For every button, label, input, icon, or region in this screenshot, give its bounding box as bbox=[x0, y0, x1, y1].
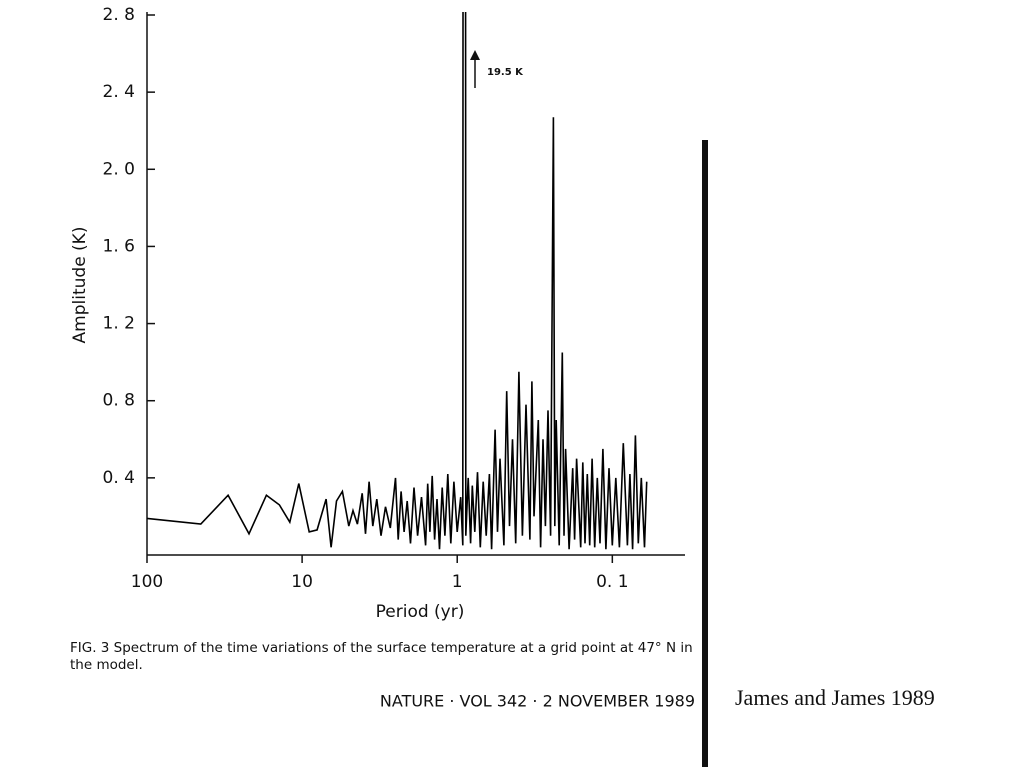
source-note: James and James 1989 bbox=[735, 685, 935, 710]
scan-edge bbox=[702, 140, 708, 767]
y-tick-label: 0. 4 bbox=[103, 468, 135, 488]
annotation: 19.5 K bbox=[487, 67, 524, 78]
x-axis-label: Period (yr) bbox=[376, 602, 465, 622]
x-tick-label: 100 bbox=[131, 572, 163, 592]
y-tick-label: 2. 0 bbox=[103, 159, 135, 179]
caption: FIG. 3 Spectrum of the time variations o… bbox=[70, 640, 693, 673]
x-tick-label: 10 bbox=[291, 572, 313, 592]
x-tick-label: 1 bbox=[452, 572, 463, 592]
y-tick-label: 0. 8 bbox=[103, 391, 135, 411]
series-line bbox=[147, 12, 648, 550]
footer: NATURE · VOL 342 · 2 NOVEMBER 1989 bbox=[380, 692, 695, 711]
y-axis-label: Amplitude (K) bbox=[70, 227, 90, 344]
y-tick-label: 2. 8 bbox=[103, 5, 135, 25]
y-tick-label: 1. 6 bbox=[103, 236, 135, 256]
y-tick-label: 1. 2 bbox=[103, 314, 135, 334]
x-tick-label: 0. 1 bbox=[596, 572, 628, 592]
caption-box: FIG. 3 Spectrum of the time variations o… bbox=[70, 640, 693, 673]
annotation-arrowhead bbox=[470, 50, 480, 60]
y-tick-label: 2. 4 bbox=[103, 82, 135, 102]
